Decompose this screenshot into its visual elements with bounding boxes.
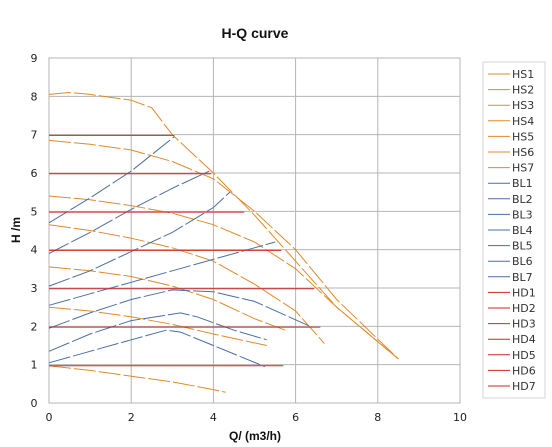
legend-label-hs4: HS4	[512, 115, 534, 128]
x-tick-label: 0	[46, 411, 53, 424]
series-line-hs1	[48, 365, 226, 393]
legend-label-hd2: HD2	[512, 302, 536, 315]
y-axis-label: H /m	[9, 217, 23, 243]
y-tick-label: 8	[31, 90, 38, 103]
series-line-hs3	[48, 266, 286, 331]
series-line-hs5	[48, 195, 399, 360]
y-tick-labels: 0 1 2 3 4 5 6 7 8 9	[31, 52, 38, 410]
series-line-bl3	[48, 289, 311, 329]
legend-label-hs1: HS1	[512, 68, 534, 81]
y-tick-label: 4	[31, 244, 38, 257]
series-line-hs2	[48, 306, 267, 346]
y-tick-label: 0	[31, 397, 38, 410]
x-tick-labels: 0 2 4 6 8 10	[46, 411, 468, 424]
legend-label-hs3: HS3	[512, 99, 534, 112]
series-line-bl5	[48, 191, 231, 287]
series-line-hs4	[48, 224, 325, 344]
legend-label-hs6: HS6	[512, 146, 534, 159]
legend-label-bl5: BL5	[512, 240, 533, 253]
series-line-bl4	[48, 241, 276, 306]
legend-label-bl1: BL1	[512, 177, 533, 190]
legend-label-hd3: HD3	[512, 318, 536, 331]
legend-label-bl4: BL4	[512, 224, 533, 237]
legend-label-hd7: HD7	[512, 380, 536, 393]
legend-label-hd6: HD6	[512, 364, 536, 377]
x-tick-label: 8	[374, 411, 381, 424]
legend-label-hd1: HD1	[512, 286, 536, 299]
y-tick-label: 1	[31, 359, 38, 372]
legend-label-hs2: HS2	[512, 84, 534, 97]
y-tick-label: 5	[31, 205, 38, 218]
x-tick-label: 4	[210, 411, 217, 424]
legend-label-hs5: HS5	[512, 130, 534, 143]
legend-label-bl6: BL6	[512, 255, 533, 268]
y-tick-label: 3	[31, 282, 38, 295]
legend-label-bl7: BL7	[512, 271, 533, 284]
series-line-bl2	[48, 312, 267, 352]
legend-label-hs7: HS7	[512, 162, 534, 175]
series-line-hs7	[48, 91, 399, 360]
y-tick-label: 6	[31, 167, 38, 180]
legend-label-bl3: BL3	[512, 208, 533, 221]
plot-area-frame	[48, 57, 461, 404]
series-line-bl1	[48, 329, 265, 368]
series-line-bl6	[48, 170, 210, 254]
legend: HS1 HS2 HS3 HS4 HS5 HS6 HS7 BL1 BL2 BL3 BL4 BL5 BL6 B…	[488, 68, 536, 393]
y-tick-label: 9	[31, 52, 38, 65]
x-axis-label: Q/ (m3/h)	[229, 429, 281, 443]
series-line-hs6	[48, 139, 399, 360]
y-tick-label: 7	[31, 129, 38, 142]
y-tick-label: 2	[31, 320, 38, 333]
chart-title: H-Q curve	[222, 25, 289, 41]
legend-label-hd5: HD5	[512, 349, 536, 362]
x-tick-label: 6	[292, 411, 299, 424]
x-tick-label: 10	[453, 411, 467, 424]
legend-label-bl2: BL2	[512, 193, 533, 206]
legend-label-hd4: HD4	[512, 333, 536, 346]
series-lines	[48, 91, 399, 393]
x-tick-label: 2	[128, 411, 135, 424]
grid-lines	[48, 57, 461, 404]
legend-frame	[482, 61, 546, 399]
